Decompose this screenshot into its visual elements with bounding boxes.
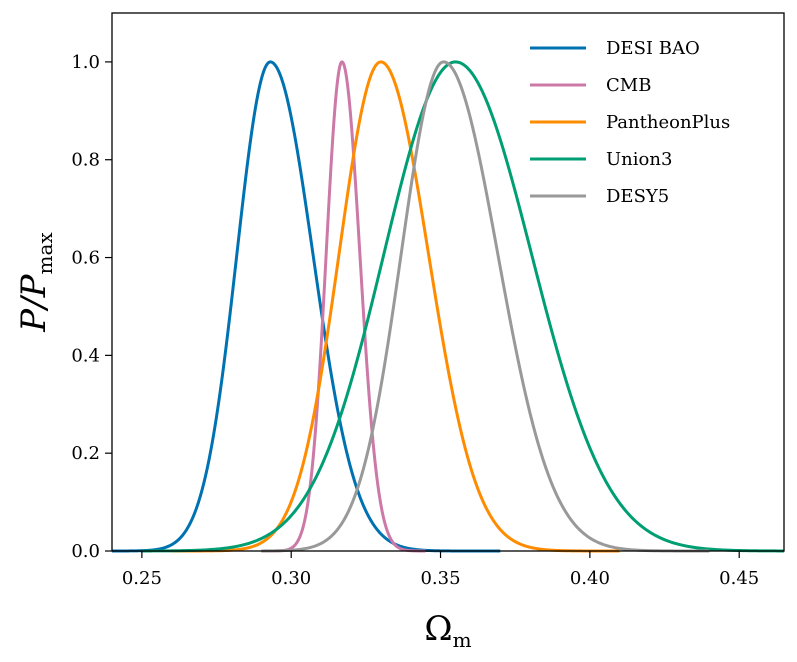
x-axis-label-sub: m [453, 628, 472, 652]
y-axis-label-main: P/P [14, 273, 54, 332]
legend: DESI BAO CMB PantheonPlus Union3 DESY5 [530, 38, 730, 207]
y-tick-label: 0.8 [71, 150, 100, 171]
x-tick-label: 0.35 [420, 568, 460, 589]
plot-frame [111, 12, 785, 552]
x-tick-label: 0.30 [271, 568, 311, 589]
x-axis-label: Ωm [424, 609, 471, 652]
curves-layer [111, 60, 785, 553]
x-tick-label: 0.45 [719, 568, 759, 589]
y-tick-label: 1.0 [71, 52, 100, 73]
legend-label: DESY5 [606, 186, 669, 207]
y-axis-label: P/Pmax [14, 232, 57, 333]
y-tick-label: 0.0 [71, 541, 100, 562]
y-tick-label: 0.2 [71, 443, 100, 464]
series-line-desi-bao [111, 60, 501, 553]
legend-label: PantheonPlus [606, 112, 730, 133]
series-line-union3 [141, 60, 785, 553]
legend-label: CMB [606, 75, 651, 96]
y-tick-label: 0.4 [71, 345, 100, 366]
x-axis-ticks: 0.25 0.30 0.35 0.40 0.45 [122, 551, 759, 589]
legend-label: Union3 [606, 149, 672, 170]
legend-label: DESI BAO [606, 38, 700, 59]
y-axis-ticks: 0.0 0.2 0.4 0.6 0.8 1.0 [71, 52, 112, 562]
x-tick-label: 0.25 [122, 568, 162, 589]
x-tick-label: 0.40 [570, 568, 610, 589]
y-axis-label-sub: max [33, 232, 57, 275]
series-line-pantheonplus [171, 60, 621, 553]
series-line-cmb [260, 60, 427, 553]
series-line-desy5 [260, 60, 710, 553]
y-tick-label: 0.6 [71, 248, 100, 269]
x-axis-label-main: Ω [424, 609, 452, 649]
